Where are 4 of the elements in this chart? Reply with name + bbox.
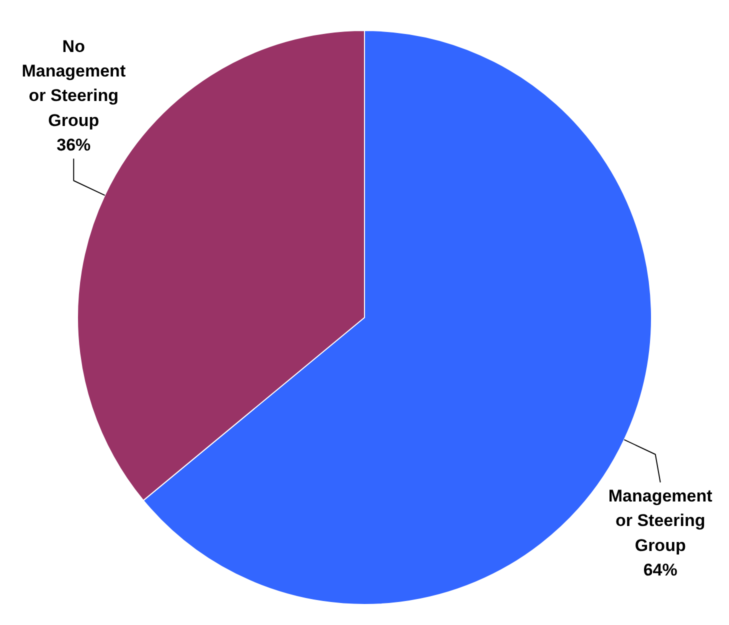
data-label: 36% bbox=[56, 136, 91, 155]
data-label: 64% bbox=[643, 560, 678, 580]
slice-label: Management or Steering Group bbox=[608, 486, 713, 555]
slice-label: No Management or Steering Group bbox=[22, 36, 126, 130]
